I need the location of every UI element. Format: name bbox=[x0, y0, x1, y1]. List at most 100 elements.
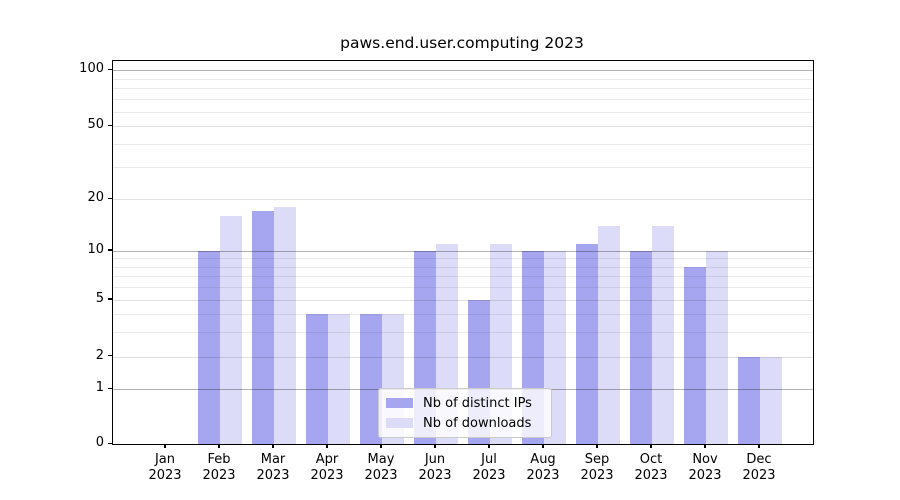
x-axis-tick-label: Oct 2023 bbox=[619, 452, 683, 483]
y-tick-mark bbox=[108, 249, 112, 251]
bar-distinct-ips bbox=[251, 211, 274, 445]
y-axis-tick-label: 2 bbox=[95, 347, 104, 363]
x-tick-year: 2023 bbox=[526, 467, 560, 483]
gridline-major bbox=[113, 356, 813, 358]
y-tick-mark bbox=[108, 355, 112, 357]
bar-downloads bbox=[220, 215, 243, 445]
bar-distinct-ips bbox=[359, 313, 382, 445]
y-axis-tick-label: 0 bbox=[95, 435, 104, 451]
bar-downloads bbox=[328, 313, 351, 445]
plot-area bbox=[112, 60, 814, 446]
x-tick-year: 2023 bbox=[688, 467, 722, 483]
x-tick-mark bbox=[704, 444, 706, 449]
x-tick-year: 2023 bbox=[742, 467, 776, 483]
gridline-major bbox=[113, 199, 813, 201]
y-tick-mark bbox=[108, 387, 112, 389]
bar-downloads bbox=[652, 225, 675, 445]
x-tick-year: 2023 bbox=[364, 467, 398, 483]
x-tick-year: 2023 bbox=[148, 467, 182, 483]
y-tick-mark bbox=[108, 197, 112, 199]
x-tick-month: May bbox=[367, 452, 395, 467]
gridline-major bbox=[113, 251, 813, 252]
y-tick-mark bbox=[108, 442, 112, 444]
x-tick-month: Feb bbox=[207, 452, 231, 467]
bar-downloads bbox=[598, 225, 621, 445]
x-tick-month: Jun bbox=[424, 452, 446, 467]
y-axis-tick-label: 1 bbox=[95, 380, 104, 396]
x-tick-mark bbox=[596, 444, 598, 449]
y-axis-tick-label: 100 bbox=[79, 61, 104, 77]
bar-downloads bbox=[760, 356, 783, 445]
x-tick-year: 2023 bbox=[202, 467, 236, 483]
y-axis-tick-label: 20 bbox=[87, 190, 104, 206]
bar-distinct-ips bbox=[197, 251, 220, 445]
x-tick-year: 2023 bbox=[472, 467, 506, 483]
x-tick-mark bbox=[164, 444, 166, 449]
gridline-minor bbox=[113, 144, 813, 146]
x-tick-month: Oct bbox=[639, 452, 663, 467]
grid-layer bbox=[113, 61, 813, 444]
x-tick-year: 2023 bbox=[310, 467, 344, 483]
bar-distinct-ips bbox=[305, 313, 328, 445]
x-tick-mark bbox=[326, 444, 328, 449]
gridline-minor bbox=[113, 276, 813, 278]
y-axis-tick-label: 10 bbox=[87, 242, 104, 257]
bars-layer bbox=[113, 61, 813, 445]
gridline-minor bbox=[113, 331, 813, 333]
x-axis-tick-label: Jun 2023 bbox=[403, 452, 467, 483]
legend-swatch-downloads bbox=[386, 418, 413, 428]
legend-entry-distinct-ips: Nb of distinct IPs bbox=[386, 395, 543, 411]
x-tick-month: Sep bbox=[584, 452, 610, 467]
x-tick-month: Dec bbox=[746, 452, 772, 467]
legend-label: Nb of distinct IPs bbox=[423, 395, 532, 411]
y-axis-tick-label: 50 bbox=[87, 117, 104, 133]
x-axis-tick-label: Apr 2023 bbox=[295, 452, 359, 483]
x-tick-mark bbox=[218, 444, 220, 449]
x-tick-mark bbox=[380, 444, 382, 449]
chart-title: paws.end.user.computing 2023 bbox=[340, 34, 584, 52]
x-tick-mark bbox=[650, 444, 652, 449]
x-axis-tick-label: Feb 2023 bbox=[187, 452, 251, 483]
x-axis-tick-label: Sep 2023 bbox=[565, 452, 629, 483]
x-tick-year: 2023 bbox=[418, 467, 452, 483]
x-tick-year: 2023 bbox=[634, 467, 668, 483]
gridline-minor bbox=[113, 111, 813, 113]
x-tick-month: Nov bbox=[692, 452, 718, 467]
gridline-major bbox=[113, 126, 813, 128]
gridline-minor bbox=[113, 88, 813, 90]
x-axis-tick-label: Mar 2023 bbox=[241, 452, 305, 483]
x-axis-tick-label: Jan 2023 bbox=[133, 452, 197, 483]
x-tick-year: 2023 bbox=[580, 467, 614, 483]
gridline-major bbox=[113, 70, 813, 72]
x-tick-year: 2023 bbox=[256, 467, 290, 483]
legend-label: Nb of downloads bbox=[423, 415, 532, 431]
y-axis-tick-label: 5 bbox=[95, 291, 104, 306]
y-tick-mark bbox=[108, 68, 112, 70]
x-tick-mark bbox=[434, 444, 436, 449]
legend-swatch-distinct-ips bbox=[386, 398, 413, 408]
bar-downloads bbox=[706, 251, 729, 445]
x-tick-mark bbox=[272, 444, 274, 449]
y-tick-mark bbox=[108, 298, 112, 300]
bar-distinct-ips bbox=[737, 356, 760, 445]
gridline-minor bbox=[113, 99, 813, 101]
gridline-major bbox=[113, 300, 813, 301]
y-tick-mark bbox=[108, 124, 112, 126]
x-tick-mark bbox=[542, 444, 544, 449]
x-axis-tick-label: May 2023 bbox=[349, 452, 413, 483]
legend-entry-downloads: Nb of downloads bbox=[386, 415, 543, 431]
gridline-minor bbox=[113, 287, 813, 289]
gridline-minor bbox=[113, 166, 813, 168]
legend: Nb of distinct IPs Nb of downloads bbox=[378, 388, 552, 438]
bar-downloads bbox=[274, 207, 297, 445]
bar-distinct-ips bbox=[575, 243, 598, 445]
gridline-minor bbox=[113, 78, 813, 80]
x-tick-month: Jul bbox=[481, 452, 497, 467]
x-tick-mark bbox=[488, 444, 490, 449]
bar-distinct-ips bbox=[683, 266, 706, 445]
gridline-minor bbox=[113, 258, 813, 260]
bar-distinct-ips bbox=[629, 251, 652, 445]
x-axis-tick-label: Nov 2023 bbox=[673, 452, 737, 483]
x-tick-month: Mar bbox=[260, 452, 286, 467]
